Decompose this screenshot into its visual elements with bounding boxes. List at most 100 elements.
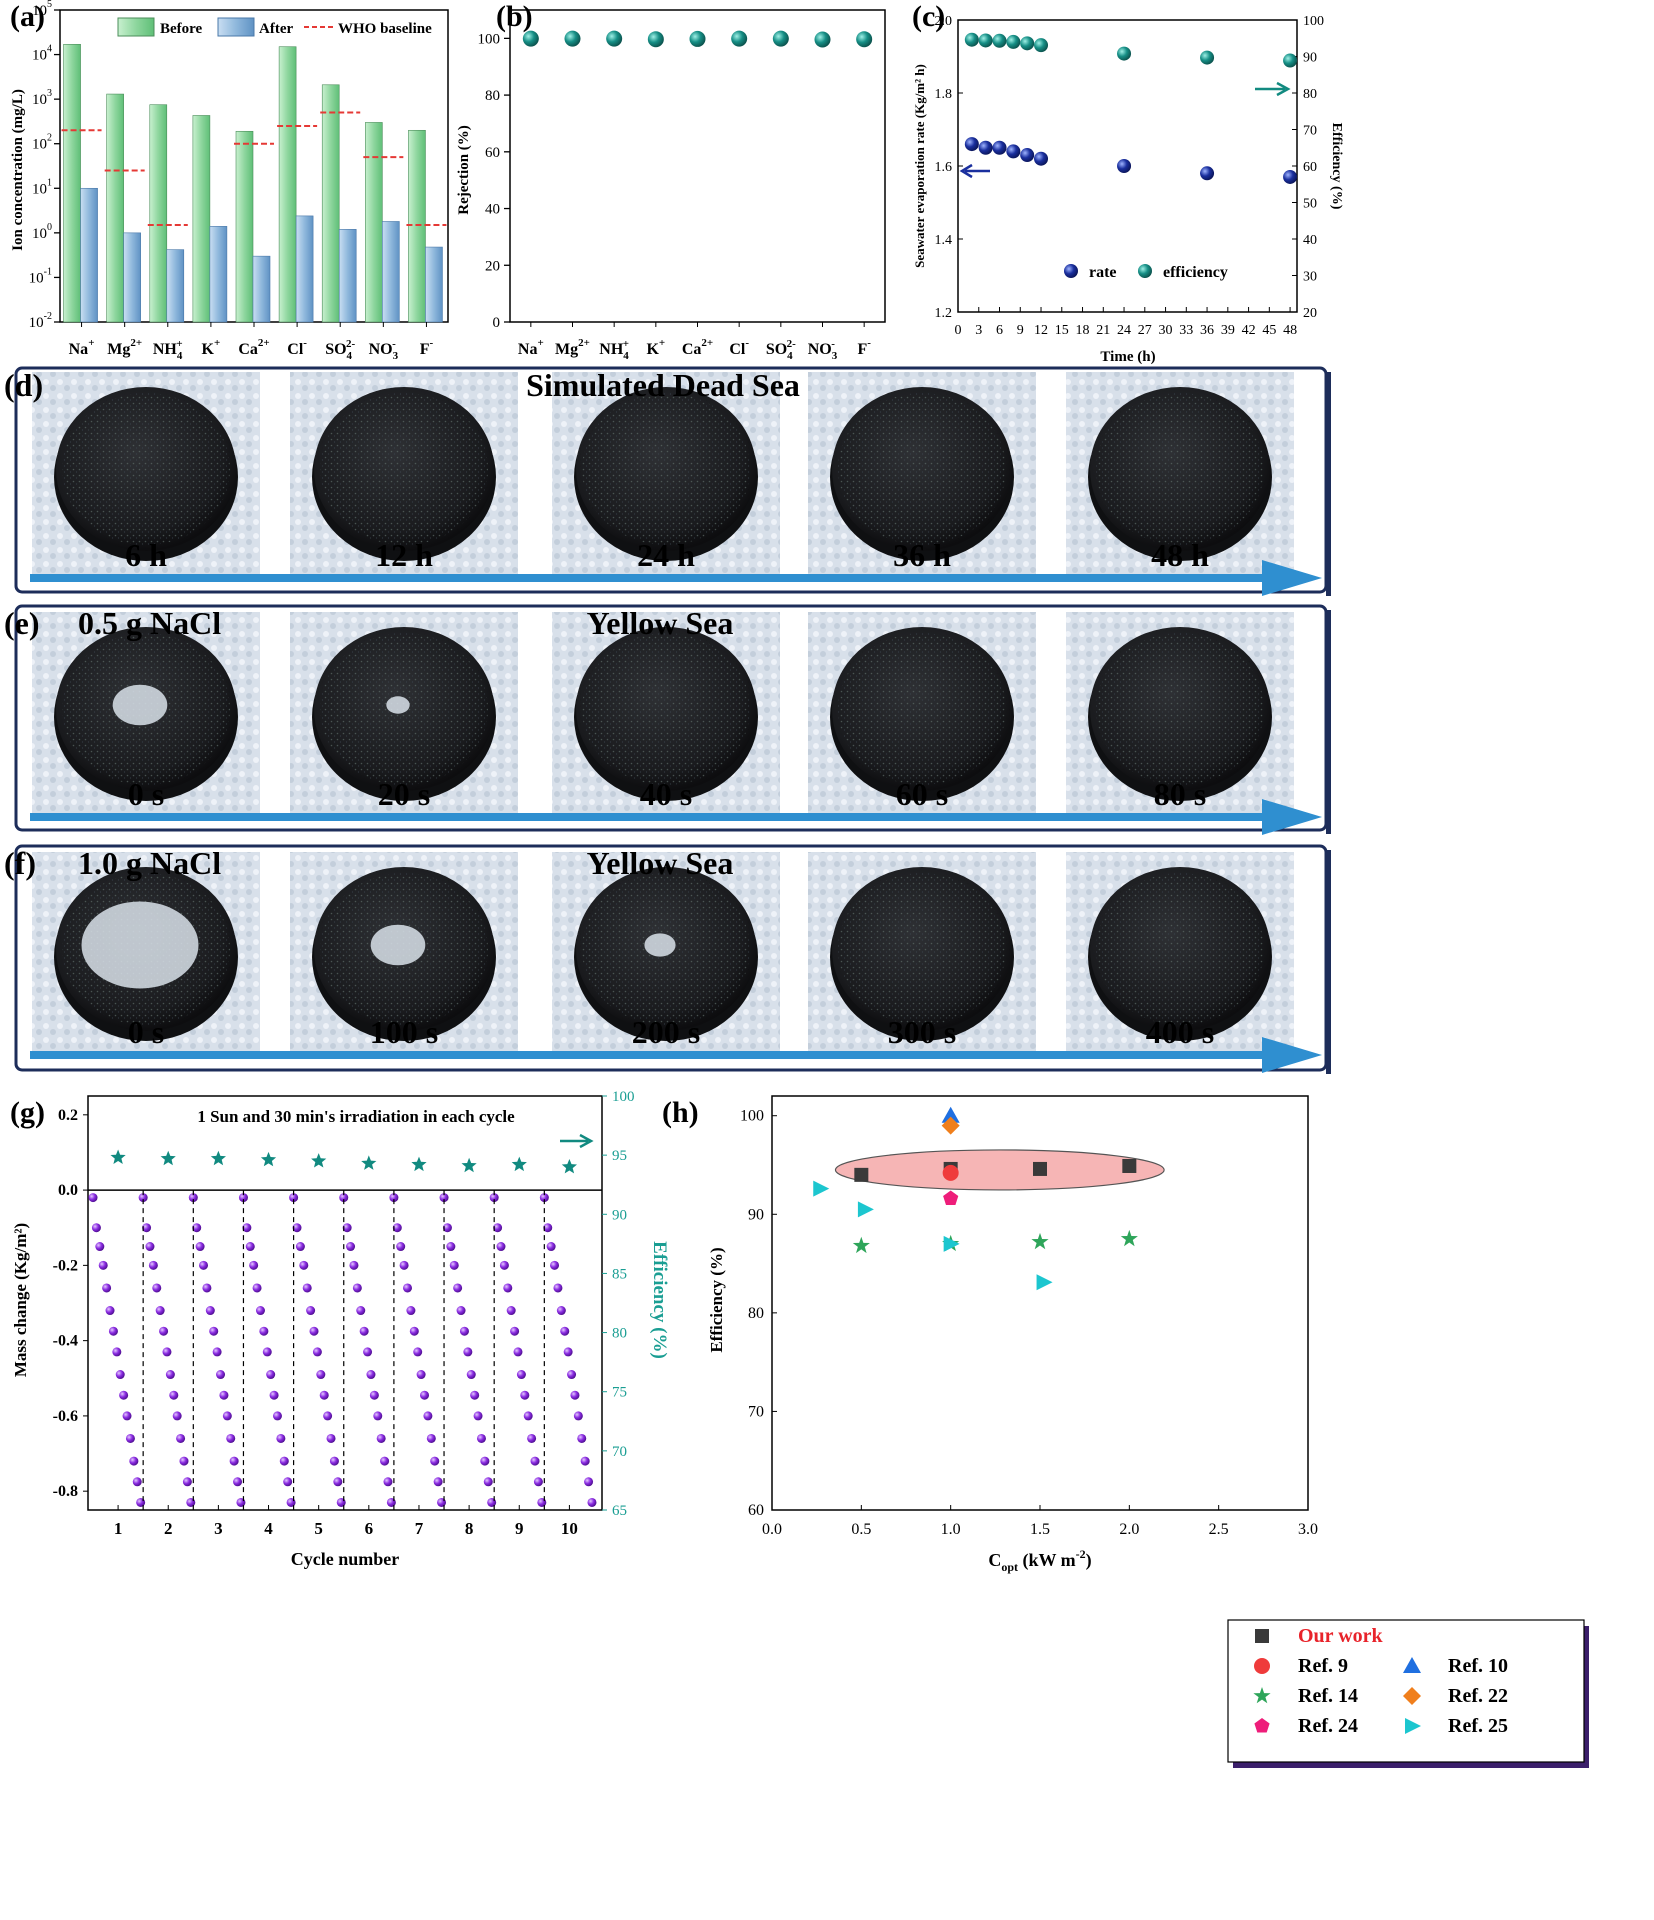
panel-a-ytick-label: 104 bbox=[32, 44, 52, 64]
panel-g-arrow-icon bbox=[560, 1133, 594, 1149]
panel-g-xtick-label: 7 bbox=[415, 1519, 424, 1538]
panel-b-point bbox=[606, 30, 623, 47]
panel-h-ytick-label: 90 bbox=[748, 1206, 764, 1223]
panel-g-mass-point bbox=[556, 1306, 566, 1316]
sample-photo bbox=[552, 852, 780, 1058]
panel-a-xtick-label: SO42- bbox=[325, 338, 355, 362]
sample-photo bbox=[1066, 372, 1294, 578]
sample-photo bbox=[552, 372, 780, 578]
panel-h-legend-marker bbox=[1403, 1687, 1421, 1705]
panel-h-xtick-label: 1.0 bbox=[941, 1521, 961, 1538]
panel-g-mass-point bbox=[383, 1477, 393, 1487]
panel-g-mass-point bbox=[266, 1370, 276, 1380]
panel-g-mass-point bbox=[125, 1433, 135, 1443]
panel-h-xtick-label: 2.5 bbox=[1209, 1521, 1229, 1538]
panel-g-mass-point bbox=[295, 1242, 305, 1252]
panel-a-xtick-label-base: NO bbox=[369, 341, 393, 358]
panel-c-label: (c) bbox=[912, 0, 945, 33]
timeline-arrow-shaft bbox=[30, 1051, 1270, 1059]
panel-c-legend-rate: rate bbox=[1089, 264, 1117, 281]
panel-c-points bbox=[964, 32, 1298, 184]
panel-b-xtick-label-base: NO bbox=[808, 341, 832, 358]
panel-c-ytick-right-label: 50 bbox=[1303, 197, 1317, 212]
panel-c-xlabel: Time (h) bbox=[1100, 349, 1155, 365]
panel-g-mass-point bbox=[309, 1326, 319, 1336]
panel-g-mass-point bbox=[142, 1223, 152, 1233]
panel-g-mass-point bbox=[570, 1390, 580, 1400]
panel-g-mass-point bbox=[346, 1242, 356, 1252]
panel-g-mass-point bbox=[449, 1260, 459, 1270]
panel-g-mass-point bbox=[416, 1370, 426, 1380]
panel-c-efficiency-point bbox=[1006, 34, 1021, 49]
panel-g-mass-point bbox=[115, 1370, 125, 1380]
photo-time-label: 100 s bbox=[370, 1014, 438, 1050]
sample-disk-texture bbox=[582, 633, 750, 785]
panel-b-label: (b) bbox=[496, 0, 533, 33]
panel-b-xtick-label-sup: 2+ bbox=[701, 337, 713, 349]
panel-a-bar-before bbox=[278, 46, 297, 323]
panel-g-mass-point bbox=[573, 1411, 583, 1421]
panel-a-xticks: Na+ Mg2+ NH4+ K+ Ca2+ Cl- SO42- NO3- F- bbox=[69, 322, 433, 362]
panel-c-legend-rate-marker bbox=[1064, 264, 1078, 278]
panel-g-mass-point bbox=[336, 1497, 346, 1507]
sample-photo bbox=[552, 612, 780, 818]
panel-g-mass-point bbox=[226, 1433, 236, 1443]
panel-g-efficiency-point bbox=[461, 1157, 477, 1173]
panel-a-bar-before bbox=[408, 129, 426, 323]
panel-g-mass-point bbox=[195, 1242, 205, 1252]
panel-g-mass-point bbox=[138, 1193, 148, 1203]
panel-g-efficiency-point bbox=[561, 1159, 577, 1174]
panel-g-mass-point bbox=[426, 1433, 436, 1443]
sample-disk-texture bbox=[1096, 393, 1264, 545]
panel-c-ylabel-right: Efficiency (%) bbox=[1329, 123, 1344, 210]
panel-g-mass-point bbox=[186, 1497, 196, 1507]
panel-h-xtick-label: 3.0 bbox=[1298, 1521, 1318, 1538]
panel-g-mass-point bbox=[98, 1260, 108, 1270]
panel-b-ytick-label: 0 bbox=[493, 315, 501, 331]
sample-disk-texture bbox=[582, 393, 750, 545]
panel-b-xtick-label: Ca2+ bbox=[682, 337, 713, 358]
sample-photo bbox=[290, 852, 518, 1058]
panel-g-mass-point bbox=[563, 1347, 573, 1357]
panel-h-point bbox=[943, 1190, 959, 1205]
panel-g-mass-point bbox=[105, 1306, 115, 1316]
panel-a-xtick-label-sub: 4 bbox=[177, 350, 183, 362]
panel-g-mass-point bbox=[587, 1497, 597, 1507]
photo-time-label: 400 s bbox=[1146, 1014, 1214, 1050]
panel-h-point bbox=[942, 1164, 959, 1181]
panel-c-chart: (c) Seawater evaporation rate (Kg/m² h) … bbox=[912, 0, 1344, 365]
panel-c-ytick-left-label: 1.6 bbox=[935, 160, 953, 175]
panel-a-ytick-exp: -2 bbox=[44, 311, 52, 322]
panel-h-legend-marker bbox=[1405, 1718, 1421, 1734]
panel-g-mass-point bbox=[129, 1456, 139, 1466]
sample-disk-texture bbox=[1096, 873, 1264, 1025]
panel-c-ytick-right-label: 20 bbox=[1303, 306, 1317, 321]
panel-b-xtick-label-base: Na bbox=[518, 341, 538, 358]
panel-g-ytick-left-label: -0.4 bbox=[53, 1333, 78, 1350]
panel-b-xtick-label-sup: - bbox=[867, 337, 871, 349]
panel-g-mass-point bbox=[456, 1306, 466, 1316]
panel-c-ytick-right-label: 40 bbox=[1303, 233, 1317, 248]
panel-c-efficiency-point bbox=[978, 33, 993, 48]
panel-g-mass-point bbox=[179, 1456, 189, 1466]
sample-photo bbox=[290, 612, 518, 818]
panel-a-bar-after bbox=[295, 215, 314, 323]
panel-a-xtick-label-sup: + bbox=[214, 337, 220, 349]
panel-c-xtick-label: 15 bbox=[1055, 323, 1069, 338]
panel-g-mass-point bbox=[487, 1497, 497, 1507]
panel-a-ytick-base: 10 bbox=[32, 48, 47, 64]
panel-c-ytick-left-label: 2.0 bbox=[935, 14, 953, 29]
panel-b-ytick-label: 20 bbox=[485, 258, 500, 274]
panel-g-mass-point bbox=[249, 1260, 259, 1270]
panel-g-mass-point bbox=[155, 1306, 165, 1316]
panel-g-mass-point bbox=[530, 1456, 540, 1466]
panel-h-legend-marker bbox=[1255, 1629, 1269, 1643]
panel-a-xtick-label-sup: - bbox=[429, 337, 433, 349]
panel-h-ticks: 0.0 0.5 1.0 1.5 2.0 2.5 3.0 60 70 80 90 100 bbox=[740, 1108, 1318, 1538]
panel-a-xtick-label-sup: + bbox=[176, 338, 182, 350]
panel-c-rate-point bbox=[1006, 144, 1021, 159]
panel-b-xtick-label-sup: + bbox=[623, 338, 629, 350]
panel-h-legend-label: Ref. 9 bbox=[1298, 1655, 1348, 1677]
photo-row-subtitle: 1.0 g NaCl bbox=[78, 845, 221, 881]
panel-h-xlabel: Copt (kW m-2) bbox=[988, 1547, 1091, 1574]
